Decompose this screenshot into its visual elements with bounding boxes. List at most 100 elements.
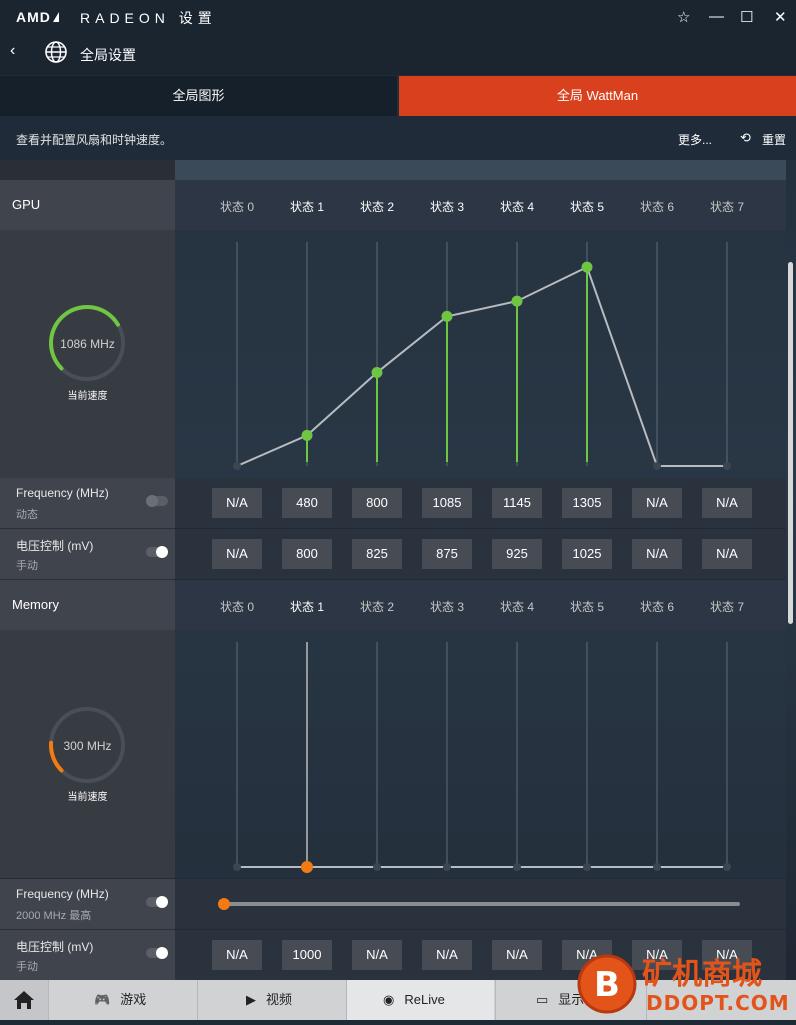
gpu-state-label: 状态 3 xyxy=(429,200,464,214)
gpu-voltage-field[interactable]: 800 xyxy=(282,539,332,569)
memory-frequency-slider-track[interactable] xyxy=(224,902,740,906)
memory-voltage-field[interactable]: N/A xyxy=(702,940,752,970)
gpu-gauge-value: 1086 MHz xyxy=(60,337,115,351)
memory-voltage-field[interactable]: N/A xyxy=(422,940,472,970)
nav-video-label: 视频 xyxy=(266,992,293,1007)
tab-global-graphics[interactable]: 全局图形 xyxy=(0,76,397,116)
memory-frequency-slider-row xyxy=(175,879,786,930)
memory-voltage-field[interactable]: N/A xyxy=(632,940,682,970)
memory-state-chart[interactable] xyxy=(175,630,786,878)
memory-state-label: 状态 4 xyxy=(499,600,534,614)
nav-games[interactable]: 🎮 游戏 xyxy=(48,980,196,1020)
gpu-frequency-toggle[interactable] xyxy=(146,495,168,507)
gpu-state-label: 状态 7 xyxy=(709,200,744,214)
gpu-section-header: GPU xyxy=(0,180,175,230)
gamepad-icon: 🎮 xyxy=(94,992,111,1007)
scrollbar[interactable] xyxy=(788,262,793,624)
memory-state-point[interactable] xyxy=(233,863,241,871)
home-icon xyxy=(14,991,34,1009)
gpu-state-point[interactable] xyxy=(511,295,523,307)
memory-state-point[interactable] xyxy=(443,863,451,871)
gpu-curve-svg[interactable] xyxy=(175,230,786,478)
page-header: ‹ 全局设置 xyxy=(0,33,796,75)
nav-relive-label: ReLive xyxy=(404,992,445,1007)
memory-voltage-title: 电压控制 (mV) xyxy=(16,940,94,954)
memory-gauge-label: 当前速度 xyxy=(67,792,108,803)
memory-voltage-field[interactable]: N/A xyxy=(352,940,402,970)
gpu-frequency-field[interactable]: 800 xyxy=(352,488,402,518)
maximize-icon[interactable]: ☐ xyxy=(740,9,754,26)
gpu-frequency-field[interactable]: 1305 xyxy=(562,488,612,518)
memory-voltage-field[interactable]: 1000 xyxy=(282,940,332,970)
globe-icon xyxy=(45,41,67,63)
close-icon[interactable]: ✕ xyxy=(774,9,787,26)
svg-text:矿机商城: 矿机商城 xyxy=(642,957,762,992)
memory-voltage-values: N/A 1000 N/A N/A N/A N/A N/A N/A xyxy=(175,930,786,981)
memory-voltage-mode: 手动 xyxy=(16,961,38,973)
gpu-voltage-field[interactable]: 1025 xyxy=(562,539,612,569)
memory-state-point[interactable] xyxy=(373,863,381,871)
gpu-state-point[interactable] xyxy=(581,261,593,273)
nav-relive[interactable]: ◉ ReLive xyxy=(346,980,494,1020)
gpu-voltage-field[interactable]: 825 xyxy=(352,539,402,569)
tab-global-wattman[interactable]: 全局 WattMan xyxy=(399,76,796,116)
reset-button[interactable]: 重置 xyxy=(762,133,787,147)
spacer xyxy=(175,160,786,180)
gpu-frequency-field[interactable]: 480 xyxy=(282,488,332,518)
gpu-frequency-values: N/A 480 800 1085 1145 1305 N/A N/A xyxy=(175,478,786,529)
memory-state-point[interactable] xyxy=(583,863,591,871)
gpu-voltage-toggle[interactable] xyxy=(146,546,168,558)
memory-state-point[interactable] xyxy=(723,863,731,871)
star-icon[interactable]: ☆ xyxy=(677,9,691,26)
gpu-state-point[interactable] xyxy=(371,367,383,378)
memory-voltage-row: 电压控制 (mV) 手动 xyxy=(0,930,175,981)
gpu-frequency-field[interactable]: 1085 xyxy=(422,488,472,518)
gpu-frequency-field[interactable]: 1145 xyxy=(492,488,542,518)
memory-state-label: 状态 0 xyxy=(219,600,254,614)
nav-video[interactable]: ▶ 视频 xyxy=(197,980,345,1020)
gpu-state-point[interactable] xyxy=(441,310,453,322)
gpu-voltage-mode: 手动 xyxy=(16,560,38,572)
nav-more[interactable] xyxy=(646,980,796,1020)
gpu-voltage-field[interactable]: 925 xyxy=(492,539,542,569)
gpu-frequency-field[interactable]: N/A xyxy=(632,488,682,518)
gpu-state-point[interactable] xyxy=(233,462,241,470)
gpu-state-header: 状态 0 状态 1 状态 2 状态 3 状态 4 状态 5 状态 6 状态 7 xyxy=(175,180,786,230)
home-button[interactable] xyxy=(0,980,48,1020)
gpu-voltage-field[interactable]: N/A xyxy=(632,539,682,569)
memory-state-point[interactable] xyxy=(513,863,521,871)
memory-state-label: 状态 1 xyxy=(289,600,324,614)
reset-icon[interactable]: ⟲ xyxy=(740,130,751,145)
gpu-gauge-panel: 1086 MHz 当前速度 xyxy=(0,230,175,478)
memory-state-label: 状态 6 xyxy=(639,600,674,614)
memory-frequency-slider-thumb[interactable] xyxy=(218,898,230,910)
gpu-state-point[interactable] xyxy=(653,462,661,470)
title-bar: AMD RADEON 设置 ☆ — ☐ ✕ xyxy=(0,0,796,33)
memory-frequency-toggle[interactable] xyxy=(146,896,168,908)
gpu-state-chart[interactable] xyxy=(175,230,786,478)
gpu-frequency-field[interactable]: N/A xyxy=(702,488,752,518)
back-arrow-icon[interactable]: ‹ xyxy=(10,42,16,59)
more-link[interactable]: 更多... xyxy=(678,133,713,147)
memory-state-point[interactable] xyxy=(653,863,661,871)
app-title: RADEON 设置 xyxy=(80,10,217,26)
memory-state-label: 状态 5 xyxy=(569,600,604,614)
memory-section-header: Memory xyxy=(0,580,175,630)
memory-voltage-field[interactable]: N/A xyxy=(212,940,262,970)
play-icon: ▶ xyxy=(246,992,256,1007)
gpu-frequency-field[interactable]: N/A xyxy=(212,488,262,518)
gpu-voltage-field[interactable]: N/A xyxy=(702,539,752,569)
memory-voltage-toggle[interactable] xyxy=(146,947,168,959)
gpu-state-point[interactable] xyxy=(723,462,731,470)
gpu-voltage-field[interactable]: N/A xyxy=(212,539,262,569)
memory-frequency-max: 2000 MHz 最高 xyxy=(16,910,92,922)
gpu-state-point[interactable] xyxy=(301,429,313,441)
memory-speed-gauge xyxy=(49,707,125,783)
memory-state-point[interactable] xyxy=(301,861,313,873)
minimize-icon[interactable]: — xyxy=(709,8,724,25)
memory-voltage-field[interactable]: N/A xyxy=(492,940,542,970)
gpu-speed-gauge xyxy=(49,305,125,381)
gpu-state-label: 状态 6 xyxy=(639,200,674,214)
memory-curve-svg[interactable] xyxy=(175,630,786,878)
gpu-voltage-field[interactable]: 875 xyxy=(422,539,472,569)
